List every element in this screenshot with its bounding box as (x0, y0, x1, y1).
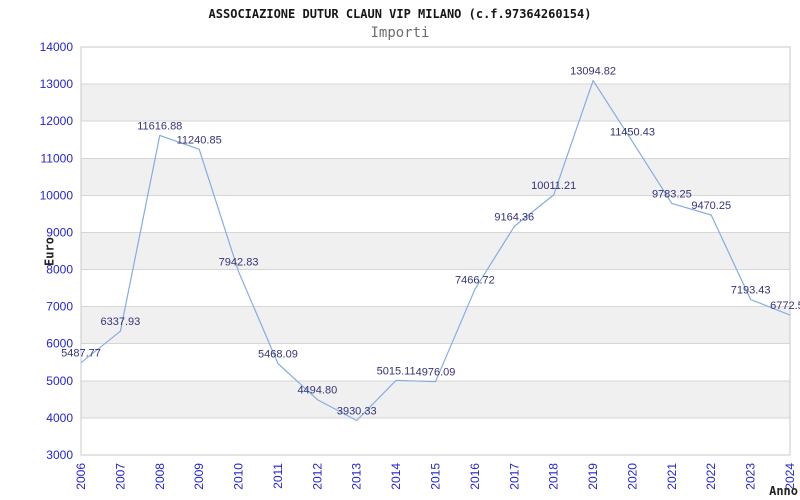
series-line (80, 79, 791, 422)
grid-band (81, 380, 790, 418)
point-label: 7466.72 (455, 274, 495, 286)
x-tick-label: 2010 (232, 463, 246, 490)
x-tick-label: 2024 (783, 463, 797, 490)
point-label: 9783.25 (652, 188, 692, 200)
x-tick-label: 2006 (74, 463, 88, 490)
x-tick-label: 2014 (389, 463, 403, 490)
grid-band (81, 158, 790, 196)
point-label: 3930.33 (337, 405, 377, 417)
x-tick-label: 2016 (468, 463, 482, 490)
x-tick-label: 2015 (429, 463, 443, 490)
plot-border (80, 46, 791, 456)
y-tick-label: 14000 (40, 40, 74, 54)
y-tick-label: 5000 (46, 374, 73, 388)
point-label: 6337.93 (101, 316, 141, 328)
x-axis-title: Anno (769, 484, 798, 498)
point-label: 9470.25 (691, 200, 731, 212)
x-tick-label: 2008 (153, 463, 167, 490)
x-tick-label: 2007 (113, 463, 127, 490)
point-label: 7193.43 (731, 284, 771, 296)
y-tick-label: 9000 (46, 225, 73, 239)
x-tick-label: 2012 (310, 463, 324, 490)
x-tick-label: 2013 (350, 463, 364, 490)
x-tick-label: 2017 (507, 463, 521, 490)
y-tick-label: 3000 (46, 448, 73, 462)
chart-title: ASSOCIAZIONE DUTUR CLAUN VIP MILANO (c.f… (208, 7, 592, 21)
point-label: 10011.21 (531, 180, 576, 192)
point-label: 5468.09 (258, 348, 298, 360)
y-tick-label: 10000 (40, 188, 74, 202)
point-label: 11240.85 (177, 134, 222, 146)
y-tick-label: 6000 (46, 337, 73, 351)
grid-band (81, 84, 790, 122)
point-label: 4976.09 (416, 367, 456, 379)
grid-band (81, 306, 790, 344)
y-tick-label: 4000 (46, 411, 73, 425)
x-tick-label: 2018 (547, 463, 561, 490)
y-tick-label: 13000 (40, 77, 74, 91)
x-tick-label: 2020 (625, 463, 639, 490)
point-label: 11616.88 (137, 120, 182, 132)
grid-band (81, 232, 790, 270)
point-label: 13094.82 (570, 66, 616, 78)
x-tick-label: 2023 (744, 463, 758, 490)
y-tick-label: 8000 (46, 263, 73, 277)
x-tick-label: 2022 (704, 463, 718, 490)
x-tick-label: 2021 (665, 463, 679, 490)
y-tick-label: 7000 (46, 300, 73, 314)
point-label: 5487.77 (61, 348, 101, 360)
point-label: 4494.80 (297, 385, 337, 397)
y-tick-label: 11000 (41, 151, 74, 165)
x-tick-label: 2019 (586, 463, 600, 490)
point-label: 11450.43 (610, 127, 655, 139)
point-label: 5015.11 (377, 365, 416, 377)
point-label: 6772.59 (770, 300, 800, 312)
x-tick-label: 2009 (192, 463, 206, 490)
y-tick-label: 12000 (40, 114, 74, 128)
chart-subtitle: Importi (370, 25, 430, 41)
point-label: 9164.36 (494, 211, 534, 223)
point-label: 7942.83 (219, 257, 259, 269)
x-tick-label: 2011 (271, 463, 285, 489)
